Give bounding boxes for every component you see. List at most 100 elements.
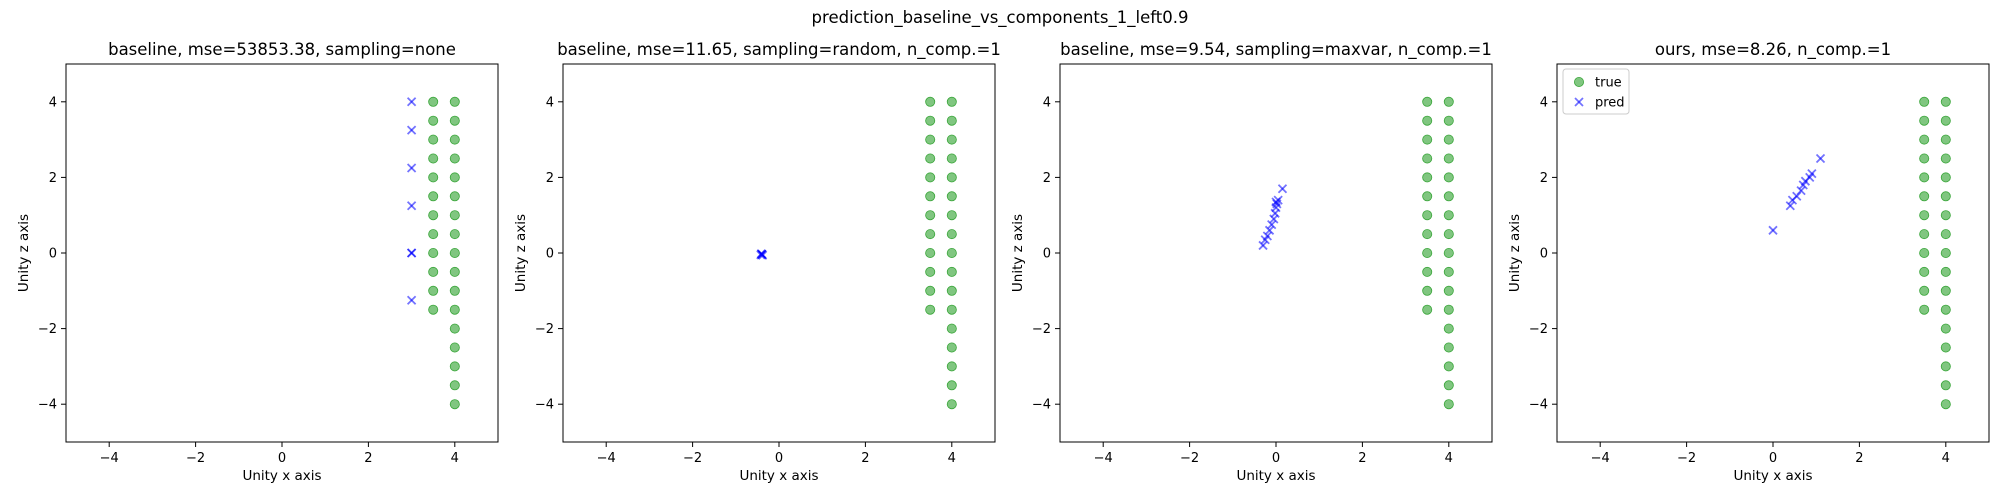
x-tick-label: 2 [1855, 451, 1863, 466]
true-point [946, 134, 957, 145]
true-point [428, 304, 439, 315]
true-point [1422, 210, 1433, 221]
y-tick-label: −4 [535, 398, 554, 413]
x-tick-label: 2 [364, 451, 372, 466]
axes-frame [562, 63, 996, 443]
x-tick-label: 4 [1942, 451, 1950, 466]
true-point [925, 96, 936, 107]
true-point [1919, 153, 1930, 164]
x-tick-label: 2 [861, 451, 869, 466]
true-point [1443, 229, 1454, 240]
true-point [946, 342, 957, 353]
true-point [946, 266, 957, 277]
y-tick-label: −2 [38, 322, 57, 337]
axes-frame [1059, 63, 1493, 443]
true-point [925, 191, 936, 202]
y-tick-label: 2 [1540, 171, 1548, 186]
true-point [925, 229, 936, 240]
true-point [449, 247, 460, 258]
x-axis-label: Unity x axis [242, 468, 321, 484]
y-tick-label: 0 [546, 247, 554, 262]
true-point [428, 115, 439, 126]
true-point [946, 247, 957, 258]
x-tick-label: −4 [1591, 451, 1610, 466]
subplot-3: baseline, mse=9.54, sampling=maxvar, n_c… [1010, 40, 1493, 484]
true-point [946, 229, 957, 240]
x-tick-label: −2 [186, 451, 205, 466]
true-point [449, 134, 460, 145]
pred-point [1264, 225, 1275, 235]
true-point [449, 96, 460, 107]
true-point [946, 210, 957, 221]
true-point [1443, 210, 1454, 221]
true-point [449, 380, 460, 391]
true-point [1919, 96, 1930, 107]
true-point [1940, 153, 1951, 164]
y-tick-label: −4 [38, 398, 57, 413]
y-tick-label: 2 [546, 171, 554, 186]
true-point [1940, 134, 1951, 145]
true-point [1422, 247, 1433, 258]
true-point [1443, 323, 1454, 334]
x-tick-label: −4 [597, 451, 616, 466]
true-point [1443, 247, 1454, 258]
y-axis-label: Unity z axis [513, 214, 529, 292]
y-tick-label: 4 [1043, 95, 1051, 110]
true-point [1919, 191, 1930, 202]
true-point [428, 285, 439, 296]
true-point [1443, 380, 1454, 391]
subplot-title: baseline, mse=53853.38, sampling=none [108, 40, 456, 59]
pred-point [406, 97, 417, 107]
true-point [925, 172, 936, 183]
true-point [946, 323, 957, 334]
x-tick-label: −2 [1180, 451, 1199, 466]
true-point [1940, 247, 1951, 258]
x-tick-label: 4 [451, 451, 459, 466]
true-point [428, 153, 439, 164]
true-point [1422, 304, 1433, 315]
true-point [925, 210, 936, 221]
y-tick-label: 0 [49, 247, 57, 262]
true-point [1940, 361, 1951, 372]
true-point [1443, 304, 1454, 315]
true-point [449, 342, 460, 353]
true-point [1443, 191, 1454, 202]
true-point [946, 191, 957, 202]
subplot-title: baseline, mse=11.65, sampling=random, n_… [557, 40, 1001, 60]
true-point [1422, 285, 1433, 296]
true-point [428, 172, 439, 183]
true-point [1940, 172, 1951, 183]
true-point [1940, 115, 1951, 126]
y-tick-label: 0 [1043, 247, 1051, 262]
pred-point [1807, 168, 1817, 179]
true-point [449, 115, 460, 126]
subplot-1: baseline, mse=53853.38, sampling=none −4 −… [16, 40, 499, 484]
true-point [1919, 247, 1930, 258]
legend: true pred [1562, 68, 1630, 115]
true-point [1940, 380, 1951, 391]
subplot-4: ours, mse=8.26, n_comp.=1 −4 −2 0 2 4 −4 −2 0 2 4 U… [1507, 40, 1990, 484]
pred-point [406, 248, 417, 258]
x-tick-label: 0 [1272, 451, 1280, 466]
true-point [1940, 229, 1951, 240]
true-point [1919, 285, 1930, 296]
axes-frame [1556, 63, 1990, 443]
true-point [428, 229, 439, 240]
x-tick-label: 0 [278, 451, 286, 466]
x-axis-label: Unity x axis [739, 468, 818, 484]
pred-point [1768, 225, 1778, 235]
true-point [1940, 285, 1951, 296]
true-point [946, 285, 957, 296]
true-point [1940, 96, 1951, 107]
y-tick-label: 2 [49, 171, 57, 186]
y-tick-label: −4 [1529, 398, 1548, 413]
true-point [449, 266, 460, 277]
x-axis-label: Unity x axis [1236, 468, 1315, 484]
true-point [1940, 342, 1951, 353]
true-point [1919, 266, 1930, 277]
true-point [1443, 266, 1454, 277]
true-point [1940, 210, 1951, 221]
true-point [428, 247, 439, 258]
subplot-2: baseline, mse=11.65, sampling=random, n_… [513, 40, 1001, 484]
y-tick-label: −4 [1032, 398, 1051, 413]
